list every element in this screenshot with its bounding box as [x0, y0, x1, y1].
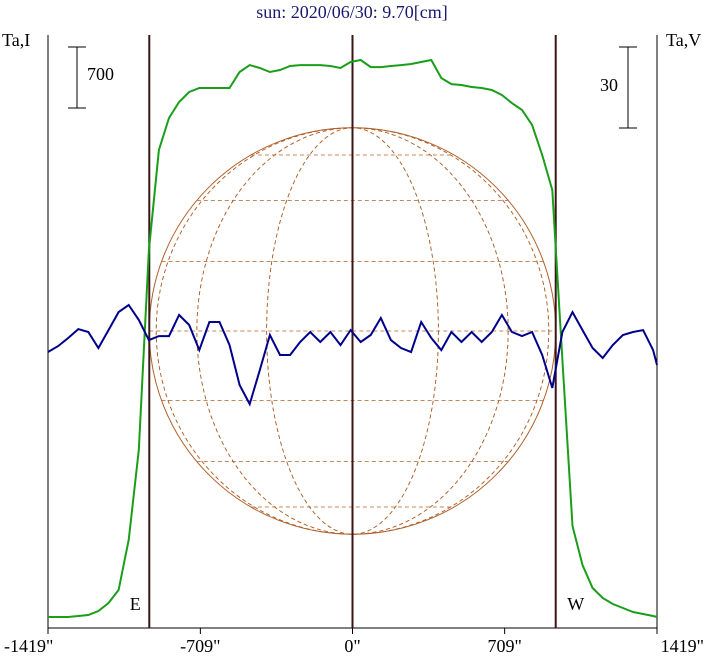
limb-label: W	[567, 594, 584, 614]
y2-axis-label: Ta,V	[666, 30, 701, 50]
x-tick-label: 1419"	[661, 636, 704, 656]
series-line	[48, 58, 658, 618]
series-line	[47, 303, 658, 407]
scale-bar-y-label: 700	[87, 64, 114, 84]
x-tick-label: 709"	[487, 636, 521, 656]
x-tick-label: 0"	[344, 636, 360, 656]
chart-title: sun: 2020/06/30: 9.70[cm]	[256, 2, 448, 22]
y-axis-label: Ta,I	[2, 30, 30, 50]
limb-label: E	[130, 594, 141, 614]
x-tick-label: -1419"	[4, 636, 53, 656]
x-tick-label: -709"	[180, 636, 220, 656]
scale-bar-y2-label: 30	[600, 75, 618, 95]
